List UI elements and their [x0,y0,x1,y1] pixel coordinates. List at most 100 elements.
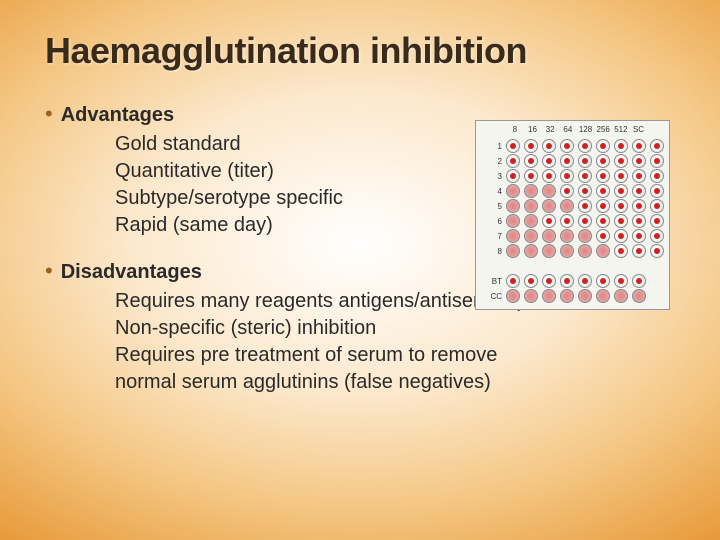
plate-well [542,169,556,183]
plate-well [650,139,664,153]
plate-well [506,139,520,153]
plate-well [632,139,646,153]
plate-well [614,274,628,288]
plate-well [578,184,592,198]
plate-well [614,184,628,198]
plate-col-labels: 8163264128256512SC [506,125,665,134]
plate-row-label: BT [478,274,502,289]
plate-well [578,274,592,288]
plate-well [650,154,664,168]
plate-well [632,244,646,258]
plate-row-label: 6 [478,214,502,229]
plate-col-label: 32 [541,125,559,134]
plate-col-label: 64 [559,125,577,134]
plate-wells [506,139,668,304]
plate-well [560,139,574,153]
plate-well [524,139,538,153]
plate-well [578,289,592,303]
microplate-figure: 8163264128256512SC 12345678BTCC [475,120,670,310]
plate-well [596,229,610,243]
disadvantages-item: normal serum agglutinins (false negative… [115,369,680,396]
plate-well [650,169,664,183]
plate-well [614,214,628,228]
plate-row-label: 1 [478,139,502,154]
plate-col-label: 8 [506,125,524,134]
plate-col-label: SC [630,125,648,134]
plate-well [596,199,610,213]
slide-title: Haemagglutination inhibition [45,30,680,72]
bullet-icon: • [45,260,53,282]
plate-well [524,169,538,183]
slide: Haemagglutination inhibition • Advantage… [0,0,720,540]
plate-well [560,214,574,228]
advantages-heading: Advantages [61,102,174,129]
plate-well [596,139,610,153]
plate-well [596,154,610,168]
plate-well [524,289,538,303]
plate-well [596,244,610,258]
plate-row-label: 5 [478,199,502,214]
plate-well [524,244,538,258]
plate-well [614,289,628,303]
plate-row-label: 3 [478,169,502,184]
plate-well [614,154,628,168]
plate-well [614,244,628,258]
plate-well [524,214,538,228]
plate-well [542,154,556,168]
plate-well [578,199,592,213]
plate-well [524,154,538,168]
plate-col-label: 16 [524,125,542,134]
plate-col-label: 128 [577,125,595,134]
plate-well [506,169,520,183]
plate-well [560,229,574,243]
plate-row-label [478,259,502,274]
plate-row-labels: 12345678BTCC [478,139,502,304]
plate-well [596,214,610,228]
plate-well [650,214,664,228]
plate-well [542,289,556,303]
plate-well [632,229,646,243]
plate-well [650,244,664,258]
plate-well [542,199,556,213]
plate-well [542,229,556,243]
plate-well [632,169,646,183]
plate-well [596,289,610,303]
plate-well [632,214,646,228]
plate-well [506,199,520,213]
plate-well [650,229,664,243]
plate-well [560,289,574,303]
plate-well [506,184,520,198]
plate-well [560,244,574,258]
plate-well [632,289,646,303]
plate-well [632,199,646,213]
plate-well [560,274,574,288]
plate-well [560,184,574,198]
plate-well [578,229,592,243]
plate-well [578,214,592,228]
plate-well [578,169,592,183]
plate-row-label: CC [478,289,502,304]
plate-well [614,229,628,243]
plate-well [560,169,574,183]
disadvantages-heading: Disadvantages [61,259,202,286]
plate-well [542,214,556,228]
plate-row-label: 8 [478,244,502,259]
plate-well [542,184,556,198]
plate-col-label: 512 [612,125,630,134]
plate-well [614,169,628,183]
plate-well [524,199,538,213]
plate-well [596,169,610,183]
plate-row-label: 4 [478,184,502,199]
plate-well [506,244,520,258]
plate-row-label: 2 [478,154,502,169]
plate-well [506,289,520,303]
plate-well [506,274,520,288]
plate-well [560,199,574,213]
plate-well [524,184,538,198]
plate-well [578,244,592,258]
plate-well [596,274,610,288]
plate-well [524,274,538,288]
plate-well [596,184,610,198]
plate-well [506,154,520,168]
plate-well [632,154,646,168]
